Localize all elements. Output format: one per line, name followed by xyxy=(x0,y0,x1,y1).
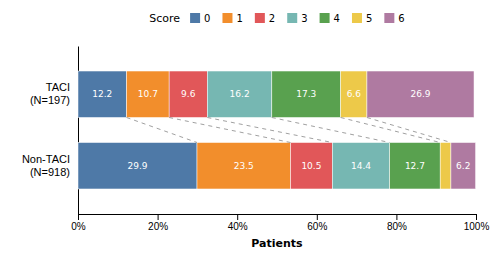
x-tick: 60% xyxy=(307,214,327,232)
bar-segment xyxy=(78,143,197,189)
data-label: 9.6 xyxy=(181,89,196,99)
bar-segment xyxy=(78,71,127,117)
legend-swatch xyxy=(190,13,200,23)
legend-item: 2 xyxy=(255,13,275,24)
legend-label: 4 xyxy=(334,13,340,24)
legend-label: 2 xyxy=(269,13,275,24)
data-label: 26.9 xyxy=(410,89,430,99)
connector xyxy=(169,117,290,142)
legend-swatch xyxy=(384,13,394,23)
legend-swatch xyxy=(287,13,297,23)
data-label: 6.2 xyxy=(456,161,470,171)
x-tick: 20% xyxy=(148,214,168,232)
bar-segment xyxy=(127,71,170,117)
bar-segment xyxy=(197,143,291,189)
legend-item: 1 xyxy=(222,13,242,24)
legend-item: 0 xyxy=(190,13,210,24)
x-tick-mark xyxy=(396,214,397,220)
x-tick: 80% xyxy=(387,214,407,232)
legend-title: Score xyxy=(149,12,180,25)
connector xyxy=(272,117,390,142)
data-label: 6.6 xyxy=(347,89,362,99)
x-tick: 40% xyxy=(228,214,248,232)
x-tick: 0% xyxy=(71,214,86,232)
legend: Score 0 1 2 3 4 5 6 xyxy=(149,12,404,25)
legend-label: 6 xyxy=(398,13,404,24)
legend-swatch xyxy=(320,13,330,23)
bar-segment xyxy=(440,143,451,189)
y-tick-label: Non-TACI(N=918) xyxy=(22,153,70,178)
connector xyxy=(367,117,451,142)
data-label: 12.2 xyxy=(92,89,112,99)
data-label: 10.7 xyxy=(138,89,158,99)
legend-label: 5 xyxy=(366,13,372,24)
plot: 0% 20% 40% 60% 80% 100% Patients TACI(N=197) Non… xyxy=(22,47,489,251)
bar-segment xyxy=(390,143,441,189)
x-axis: 0% 20% 40% 60% 80% 100% xyxy=(71,214,489,232)
legend-label: 0 xyxy=(204,13,210,24)
x-tick-label: 80% xyxy=(387,221,407,232)
data-label: 23.5 xyxy=(234,161,254,171)
legend-swatch xyxy=(255,13,265,23)
legend-swatch xyxy=(352,13,362,23)
x-tick-label: 100% xyxy=(464,221,490,232)
x-axis-line xyxy=(79,215,477,221)
legend-label: 1 xyxy=(236,13,242,24)
x-tick-mark xyxy=(237,214,238,220)
x-tick-label: 0% xyxy=(71,221,86,232)
x-tick-label: 60% xyxy=(307,221,327,232)
x-tick-mark xyxy=(158,214,159,220)
y-axis: TACI(N=197) Non-TACI(N=918) xyxy=(22,47,79,215)
legend-item: 6 xyxy=(384,13,404,24)
chart: 0% 20% 40% 60% 80% 100% Patients TACI(N=197) Non… xyxy=(0,0,500,254)
connector xyxy=(207,117,332,142)
data-label: 12.7 xyxy=(405,161,425,171)
x-tick-label: 20% xyxy=(148,221,168,232)
x-tick-label: 40% xyxy=(228,221,248,232)
data-label: 17.3 xyxy=(296,89,316,99)
bar-segment xyxy=(451,143,476,189)
data-label: 16.2 xyxy=(230,89,250,99)
legend-item: 5 xyxy=(352,13,372,24)
y-tick-label: TACI(N=197) xyxy=(30,81,70,106)
bar-segment xyxy=(341,71,367,117)
x-tick-mark xyxy=(476,214,477,220)
data-labels: 12.2 29.9 10.7 23.5 9.6 10.5 16.2 14.4 17.3 12.7 6… xyxy=(92,89,470,170)
x-axis-title: Patients xyxy=(251,237,303,250)
bar-segment xyxy=(332,143,389,189)
x-tick-mark xyxy=(317,214,318,220)
bar-segment xyxy=(367,71,474,117)
bar-segment xyxy=(169,71,207,117)
bars xyxy=(78,71,476,189)
bar-segment xyxy=(272,71,341,117)
data-label: 14.4 xyxy=(351,161,371,171)
legend-item: 4 xyxy=(320,13,340,24)
bar-segment xyxy=(291,143,333,189)
connector xyxy=(341,117,441,142)
y-tick: Non-TACI(N=918) xyxy=(22,153,78,178)
x-tick-mark xyxy=(78,214,79,220)
data-label: 29.9 xyxy=(127,161,147,171)
legend-item: 3 xyxy=(287,13,307,24)
legend-swatch xyxy=(222,13,232,23)
legend-label: 3 xyxy=(301,13,307,24)
x-tick: 100% xyxy=(464,214,490,232)
data-label: 10.5 xyxy=(301,161,321,171)
y-tick: TACI(N=197) xyxy=(30,81,78,106)
bar-segment xyxy=(207,71,271,117)
